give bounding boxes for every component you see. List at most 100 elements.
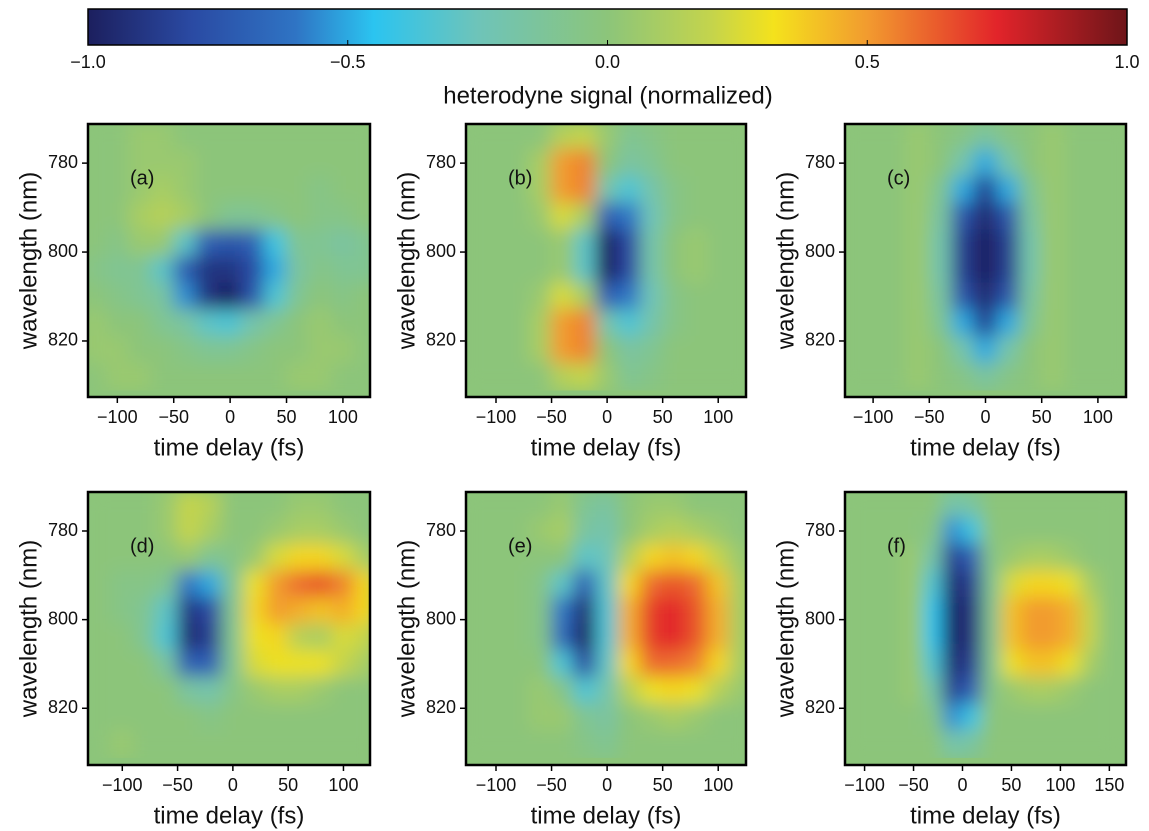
heatmap-cell	[551, 517, 575, 545]
heatmap-cell	[1018, 175, 1043, 204]
x-tick-label: 0	[980, 407, 990, 427]
heatmap-cell	[617, 282, 641, 311]
heatmap-cell	[883, 282, 908, 311]
heatmap-cell	[864, 676, 885, 705]
heatmap-cell	[466, 202, 486, 231]
heatmap-cell	[1018, 149, 1043, 177]
panel-label: (f)	[887, 535, 906, 557]
heatmap-cell	[551, 309, 575, 338]
heatmap-cell	[506, 729, 530, 758]
axes-frame	[464, 122, 748, 399]
heatmap-cell	[243, 570, 267, 598]
heatmap-cell	[973, 124, 998, 151]
heatmap-cell	[199, 596, 223, 625]
colorbar-tick-label: −1.0	[70, 52, 106, 72]
heatmap-cell	[218, 255, 242, 284]
heatmap-cell	[595, 623, 619, 652]
heatmap-cell	[928, 124, 953, 151]
heatmap-cell	[906, 149, 930, 177]
heatmap-cell	[218, 229, 242, 257]
heatmap-cell	[1086, 255, 1110, 284]
heatmap-cell	[506, 309, 530, 338]
heatmap-cell	[150, 362, 175, 391]
heatmap-cell	[1059, 492, 1081, 519]
heatmap-cell	[951, 149, 975, 177]
heatmap-cell	[484, 336, 508, 364]
heatmap-cell	[1059, 676, 1081, 705]
heatmap-cell	[903, 703, 924, 731]
heatmap-cell	[528, 623, 553, 652]
heatmap-cell	[906, 282, 930, 311]
heatmap-cell	[906, 362, 930, 391]
heatmap-cell	[484, 543, 508, 572]
heatmap-cell	[195, 149, 220, 177]
heatmap-cell	[309, 729, 333, 758]
heatmap-cell	[595, 543, 619, 572]
x-tick-label: 100	[328, 775, 358, 795]
heatmap-cell	[128, 124, 152, 151]
heatmap-cell	[353, 175, 370, 204]
heatmap-cell	[1063, 255, 1088, 284]
heatmap-cell	[861, 202, 885, 231]
heatmap-cell	[942, 703, 963, 731]
heatmap-cell	[922, 729, 944, 758]
heatmap-cell	[728, 492, 746, 519]
heatmap-cell	[132, 570, 156, 598]
heatmap-cell	[195, 336, 220, 364]
heatmap-cell	[922, 517, 944, 545]
heatmap-cell	[154, 492, 179, 519]
heatmap-cell	[287, 492, 311, 519]
heatmap-cell	[1018, 124, 1043, 151]
heatmap-cell	[199, 570, 223, 598]
heatmap-cell	[981, 570, 1003, 598]
heatmap-cell	[1001, 517, 1022, 545]
heatmap-cell	[617, 229, 641, 257]
heatmap-cell	[1108, 362, 1126, 391]
heatmap-cell	[466, 543, 486, 572]
heatmap-cell	[528, 517, 553, 545]
heatmap-cell	[354, 492, 370, 519]
heatmap-cell	[845, 124, 863, 151]
heatmap-cell	[883, 676, 905, 705]
heatmap-cell	[466, 309, 486, 338]
heatmap-cell	[951, 362, 975, 391]
heatmap-cell	[484, 729, 508, 758]
heatmap-cell	[466, 175, 486, 204]
heatmap-cell	[864, 570, 885, 598]
heatmap-cell	[308, 255, 333, 284]
heatmap-cell	[177, 543, 201, 572]
heatmap-cell	[528, 650, 553, 678]
heatmap-cell	[906, 309, 930, 338]
x-tick-label: 50	[277, 407, 297, 427]
heatmap-cell	[466, 255, 486, 284]
heatmap-cell	[177, 676, 201, 705]
heatmap-cell	[243, 703, 267, 731]
heatmap-cell	[1099, 729, 1120, 758]
heatmap-cell	[265, 623, 289, 652]
heatmap-cell	[961, 543, 983, 572]
heatmap-cell	[861, 336, 885, 364]
x-axis-label: time delay (fs)	[154, 434, 305, 461]
heatmap-cell	[922, 596, 944, 625]
heatmap-cell	[354, 517, 370, 545]
heatmap-cell	[354, 676, 370, 705]
heatmap-cell	[88, 202, 107, 231]
panel-label: (b)	[508, 167, 532, 189]
plot-area	[466, 124, 746, 397]
heatmap-cell	[287, 650, 311, 678]
heatmap-cell	[218, 336, 242, 364]
heatmap-cell	[883, 175, 908, 204]
heatmap-cell	[195, 255, 220, 284]
heatmap-cell	[861, 255, 885, 284]
y-tick-label: 820	[426, 330, 456, 350]
heatmap-cell	[177, 596, 201, 625]
x-tick-label: −50	[162, 775, 193, 795]
heatmap-cell	[981, 703, 1003, 731]
heatmap-cell	[1108, 255, 1126, 284]
heatmap-cell	[684, 175, 708, 204]
heatmap-cell	[286, 124, 310, 151]
heatmap-cell	[1059, 729, 1081, 758]
heatmap-cell	[88, 229, 107, 257]
heatmap-cell	[961, 729, 983, 758]
